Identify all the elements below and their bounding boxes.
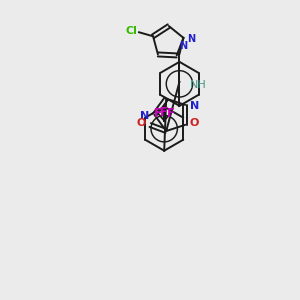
Text: Cl: Cl: [125, 26, 137, 36]
Text: O: O: [137, 118, 146, 128]
Text: F: F: [160, 106, 168, 119]
Text: N: N: [179, 41, 187, 51]
Text: F: F: [167, 106, 175, 119]
Text: O: O: [189, 118, 199, 128]
Text: NH: NH: [190, 80, 206, 90]
Text: N: N: [188, 34, 196, 44]
Text: N: N: [140, 111, 149, 121]
Text: N: N: [190, 101, 200, 111]
Text: F: F: [154, 106, 162, 119]
